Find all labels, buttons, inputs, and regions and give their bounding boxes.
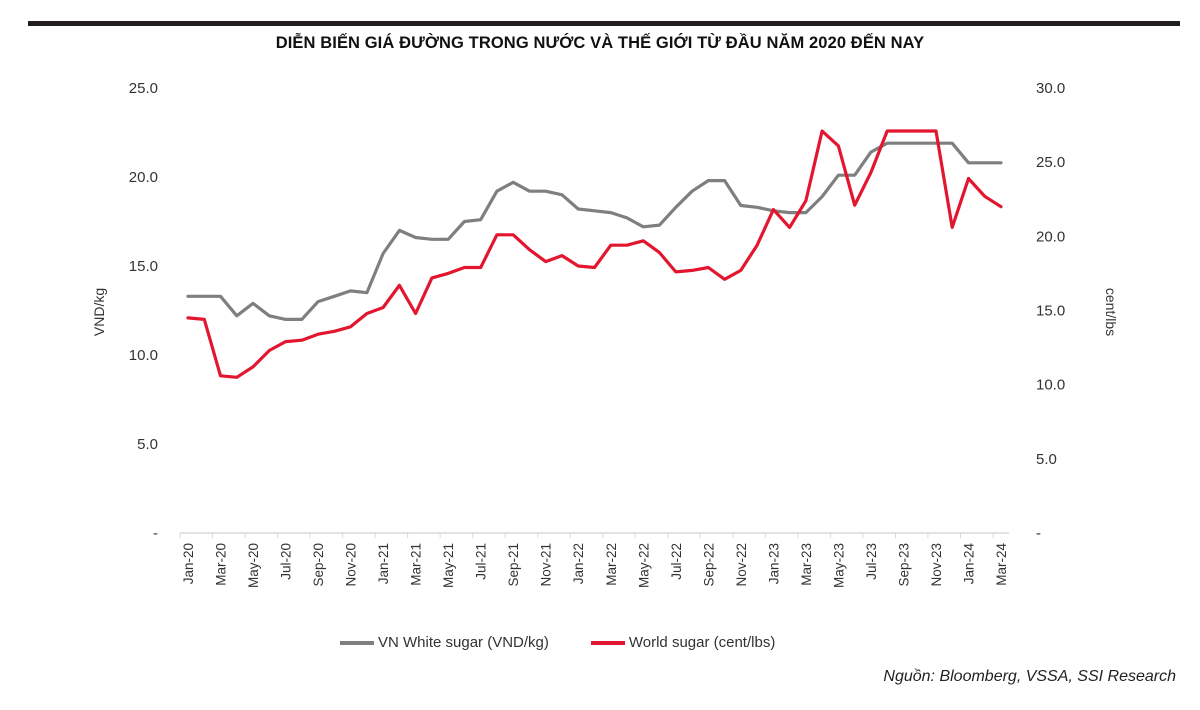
x-tick-label: Jan-24: [961, 543, 976, 585]
series-line-world-sugar: [186, 129, 1003, 379]
x-tick-label: Sep-20: [311, 543, 326, 587]
legend-item-world: World sugar (cent/lbs): [590, 634, 776, 651]
x-tick-label: Sep-21: [506, 543, 521, 587]
legend-swatch-world: [590, 640, 625, 645]
right-tick-label: 5.0: [1036, 451, 1057, 468]
x-tick-label: Nov-23: [929, 543, 944, 587]
x-axis: Jan-20 Mar-20 May-20 Jul-20 Sep-20 Nov-20 Jan-…: [179, 532, 1009, 588]
source-note: Nguồn: Bloomberg, VSSA, SSI Research: [883, 668, 1176, 685]
left-axis: - 5.0 10.0 15.0 20.0 25.0: [129, 80, 158, 542]
right-tick-label: 10.0: [1036, 377, 1065, 394]
x-tick-label: Jan-21: [376, 543, 391, 584]
right-tick-label: 15.0: [1036, 303, 1065, 320]
left-tick-label: -: [153, 525, 158, 542]
x-tick-label: Jul-20: [279, 543, 294, 580]
legend: VN White sugar (VND/kg) World sugar (cen…: [340, 634, 817, 651]
right-tick-label: -: [1036, 525, 1041, 542]
chart-title: DIỄN BIẾN GIÁ ĐƯỜNG TRONG NƯỚC VÀ THẾ GI…: [275, 34, 925, 52]
right-tick-label: 30.0: [1036, 80, 1065, 97]
x-tick-label: May-23: [831, 543, 846, 588]
legend-item-vn: VN White sugar (VND/kg): [340, 634, 549, 651]
x-tick-label: May-21: [441, 543, 456, 588]
left-tick-label: 20.0: [129, 169, 158, 186]
left-tick-label: 25.0: [129, 80, 158, 97]
x-tick-label: Sep-22: [701, 543, 716, 587]
right-axis-label: cent/lbs: [1103, 288, 1119, 336]
x-tick-label: Nov-20: [344, 543, 359, 587]
left-tick-label: 10.0: [129, 347, 158, 364]
x-tick-label: Mar-24: [994, 543, 1009, 586]
x-tick-label: May-22: [636, 543, 651, 588]
x-tick-label: Jan-22: [571, 543, 586, 584]
x-tick-label: Jan-23: [766, 543, 781, 584]
x-tick-label: May-20: [246, 543, 261, 588]
legend-swatch-vn: [340, 640, 374, 645]
x-tick-label: Nov-21: [539, 543, 554, 587]
left-tick-label: 15.0: [129, 258, 158, 275]
right-tick-label: 25.0: [1036, 154, 1065, 171]
x-tick-label: Mar-22: [604, 543, 619, 586]
legend-label-vn: VN White sugar (VND/kg): [378, 634, 549, 651]
left-axis-label: VND/kg: [91, 288, 107, 336]
top-rule: [28, 21, 1180, 26]
x-tick-label: Jul-22: [669, 543, 684, 580]
x-tick-label: Mar-23: [799, 543, 814, 586]
x-tick-label: Sep-23: [896, 543, 911, 587]
x-tick-label: Nov-22: [734, 543, 749, 587]
x-tick-label: Jul-23: [864, 543, 879, 580]
x-tick-label: Jul-21: [474, 543, 489, 580]
right-tick-label: 20.0: [1036, 228, 1065, 245]
series-line-vn-white-sugar: [186, 141, 1003, 321]
x-tick-label: Mar-21: [409, 543, 424, 586]
right-axis: - 5.0 10.0 15.0 20.0 25.0 30.0: [1036, 80, 1065, 542]
x-tick-label: Mar-20: [214, 543, 229, 586]
x-tick-label: Jan-20: [181, 543, 196, 584]
left-tick-label: 5.0: [137, 436, 158, 453]
legend-label-world: World sugar (cent/lbs): [628, 634, 776, 651]
series-group: [186, 129, 1003, 379]
